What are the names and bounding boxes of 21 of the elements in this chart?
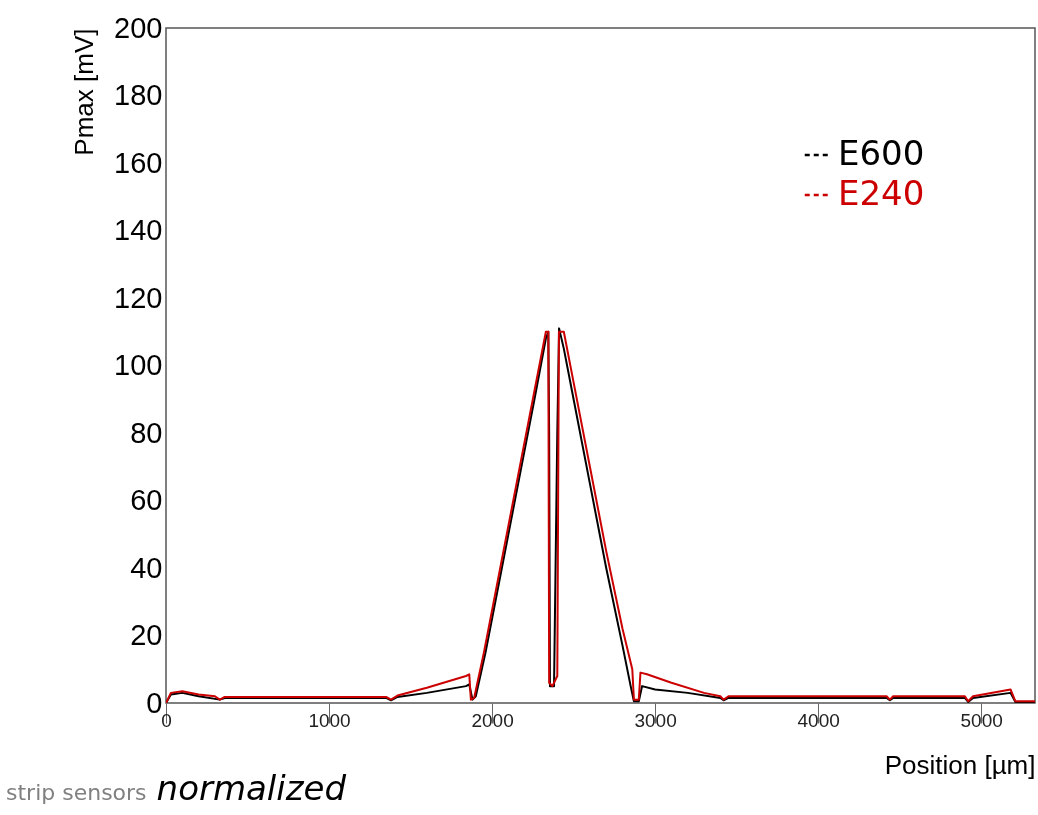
y-tick-label: 20	[130, 619, 163, 651]
y-tick-label: 80	[130, 416, 163, 449]
x-tick-label: 1000	[308, 709, 351, 731]
x-axis-title: Position [µm]	[884, 749, 1036, 780]
y-tick-label: 60	[130, 484, 163, 516]
x-tick-label: 2000	[471, 709, 514, 731]
x-tick-label: 4000	[797, 709, 840, 731]
y-axis-title: Pmax [mV]	[69, 28, 100, 156]
legend-label: E600	[838, 133, 925, 173]
y-tick-label: 140	[114, 214, 163, 246]
y-tick-label: 100	[114, 349, 163, 381]
text: normalized	[156, 768, 347, 808]
y-tick-label: 160	[114, 146, 163, 179]
x-tick-label: 3000	[634, 709, 677, 731]
y-tick-label: 120	[114, 281, 163, 314]
y-tick-label: 200	[114, 11, 163, 44]
text: strip sensors	[6, 780, 147, 805]
y-tick-label: 40	[130, 551, 163, 584]
legend-label: E240	[838, 173, 925, 213]
y-tick-label: 180	[114, 79, 163, 111]
x-tick-label: 5000	[960, 709, 1003, 731]
